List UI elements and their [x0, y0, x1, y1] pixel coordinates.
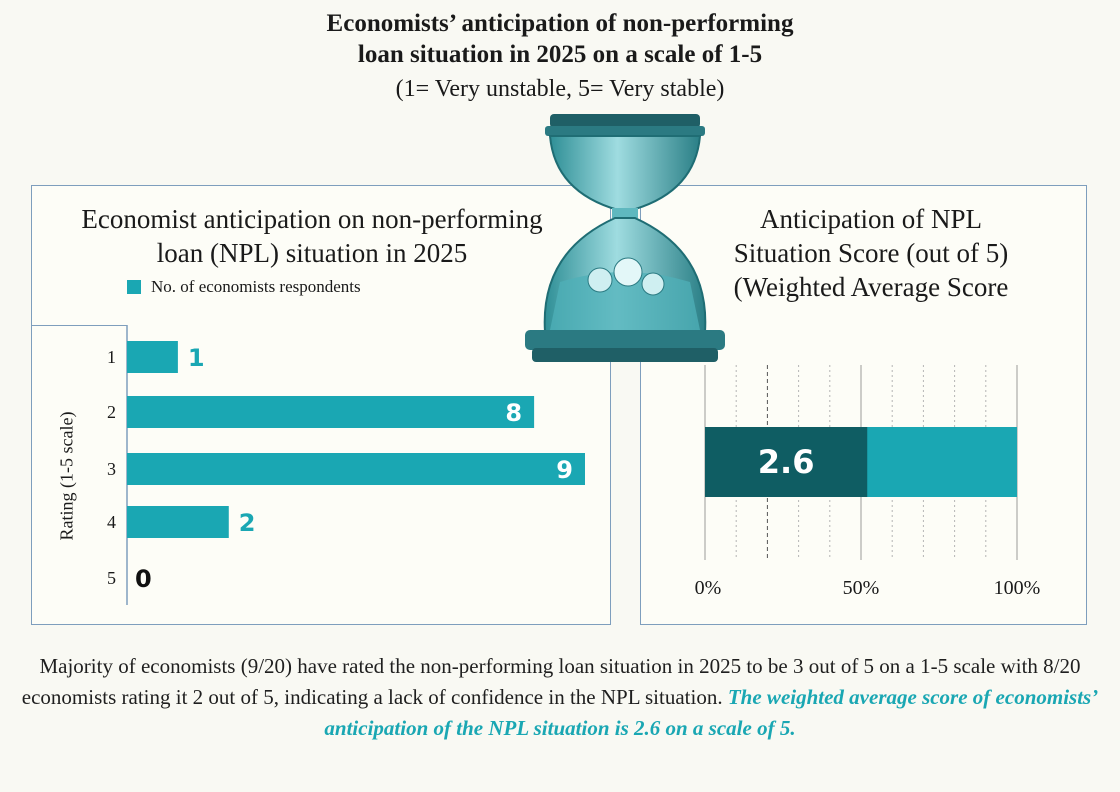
score-value-label: 2.6: [758, 443, 815, 481]
right-chart-title-line-2: Situation Score (out of 5): [733, 238, 1009, 268]
x-tick-1: 50%: [843, 577, 880, 599]
legend-label: No. of economists respondents: [151, 277, 361, 296]
hourglass-icon: [525, 114, 725, 362]
category-label-1: 1: [107, 347, 116, 367]
left-chart-title-line-2: loan (NPL) situation in 2025: [156, 238, 468, 268]
legend-swatch: [127, 280, 141, 294]
main-title-line-1: Economists’ anticipation of non-performi…: [326, 10, 794, 37]
data-label-rating-4: 2: [239, 509, 256, 537]
data-label-rating-3: 9: [556, 456, 573, 484]
x-tick-0: 0%: [695, 577, 722, 599]
left-chart-title: Economist anticipation on non-performing…: [42, 202, 582, 270]
right-chart-panel: Anticipation of NPL Situation Score (out…: [640, 185, 1087, 625]
main-title-line-2: loan situation in 2025 on a scale of 1-5: [357, 41, 763, 68]
right-ticks: 0% 50% 100%: [695, 577, 1041, 599]
x-tick-2: 100%: [994, 577, 1041, 599]
score-bar-value: [705, 427, 868, 497]
bar-rating-3: [127, 453, 585, 485]
summary-text: Majority of economists (9/20) have rated…: [20, 651, 1100, 744]
y-axis-box: [31, 325, 127, 625]
right-bars: 2.6: [705, 427, 1017, 497]
bar-rating-1: [127, 341, 178, 373]
legend: No. of economists respondents: [127, 277, 361, 297]
category-label-3: 3: [107, 459, 116, 479]
right-chart-title-line-3: (Weighted Average Score: [733, 272, 1009, 302]
main-title: Economists’ anticipation of non-performi…: [0, 8, 1120, 70]
summary-plain: Majority of economists (9/20) have rated…: [21, 654, 1081, 709]
bar-rating-2: [127, 396, 535, 428]
category-label-2: 2: [107, 402, 116, 422]
summary-highlight: The weighted average score of economists…: [324, 685, 1099, 740]
category-label-5: 5: [107, 568, 116, 588]
bar-rating-4: [127, 506, 229, 538]
category-label-4: 4: [107, 512, 116, 532]
left-chart-title-line-1: Economist anticipation on non-performing: [81, 204, 543, 234]
right-chart-title: Anticipation of NPL Situation Score (out…: [681, 202, 1061, 304]
right-chart-title-line-1: Anticipation of NPL: [760, 204, 982, 234]
data-label-rating-5: 0: [135, 565, 152, 593]
main-subtitle: (1= Very unstable, 5= Very stable): [395, 76, 725, 102]
left-bars: 1 1 2 8 3 9 4 2 5 0: [107, 341, 585, 593]
data-label-rating-2: 8: [505, 399, 522, 427]
data-label-rating-1: 1: [188, 344, 205, 372]
